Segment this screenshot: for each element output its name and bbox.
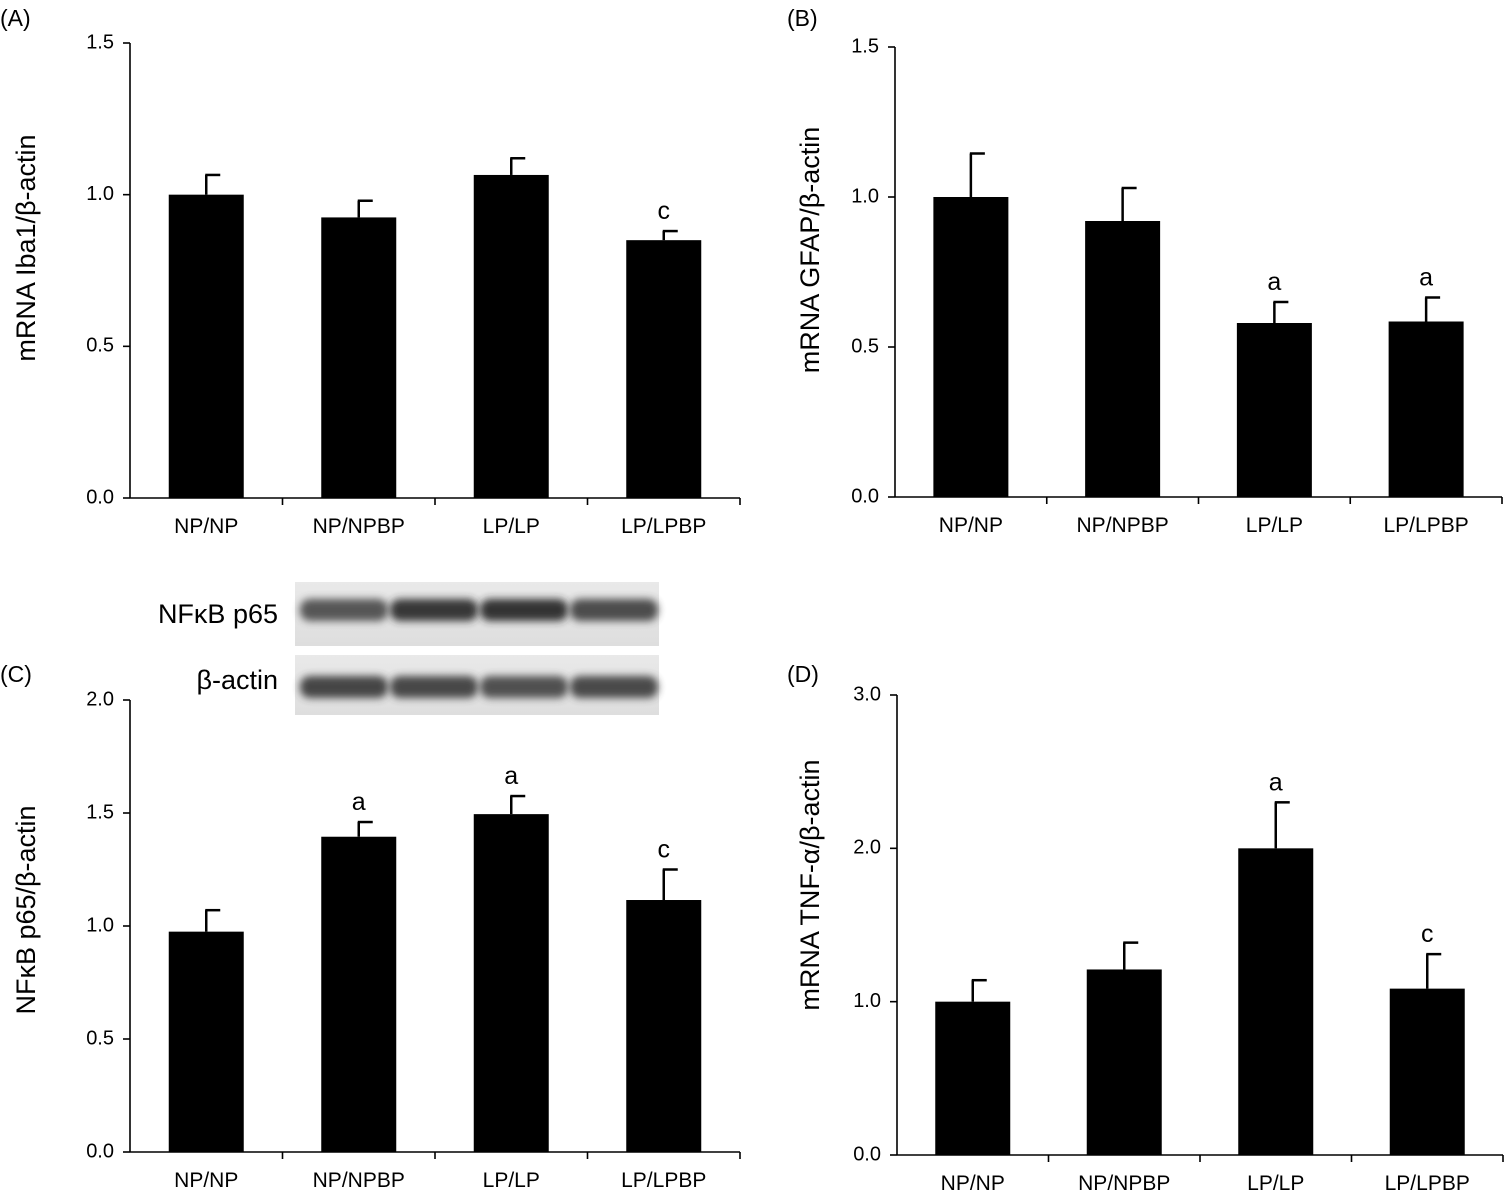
significance-label: c [1421, 920, 1434, 948]
y-tick-label: 1.5 [86, 31, 114, 53]
y-axis-label: mRNA TNF-α/β-actin [795, 759, 825, 1010]
y-tick-label: 0.0 [851, 485, 879, 507]
bar [321, 217, 397, 498]
bar [1086, 969, 1162, 1155]
chart-panel-3: (C) NFκB p65/β-actin 0.0 0.5 1.0 1.5 2.0 NP/NP N… [0, 582, 741, 1192]
y-tick-label: 0.0 [853, 1143, 881, 1165]
blot-row-label: NFκB p65 [158, 599, 278, 629]
y-axis-label: NFκB p65/β-actin [11, 805, 41, 1014]
y-axis-label: mRNA Iba1/β-actin [11, 134, 41, 361]
y-tick-label: 0.0 [86, 1140, 114, 1162]
significance-label: c [658, 197, 671, 225]
bar [473, 814, 549, 1152]
x-tick-label: LP/LPBP [621, 515, 706, 538]
bar [626, 240, 702, 498]
x-tick-label: LP/LPBP [1384, 514, 1469, 537]
bar [1389, 988, 1465, 1155]
western-blot-inset: NFκB p65 β-actin [158, 582, 659, 715]
blot-band [480, 676, 568, 698]
y-tick-label: 1.0 [851, 185, 879, 207]
y-tick-label: 2.0 [86, 688, 114, 710]
significance-label: a [1269, 768, 1283, 796]
bar [1388, 321, 1464, 497]
blot-band [390, 676, 478, 698]
y-tick-label: 1.0 [86, 914, 114, 936]
blot-band [480, 599, 568, 621]
blot-band [300, 676, 388, 698]
significance-label: a [352, 788, 366, 816]
blot-band [570, 676, 658, 698]
x-tick-label: LP/LP [1247, 1172, 1304, 1193]
bar [168, 931, 244, 1152]
blot-band [390, 599, 478, 621]
x-tick-label: LP/LP [483, 515, 540, 538]
y-axis-label: mRNA GFAP/β-actin [795, 127, 825, 374]
blot-row-label: β-actin [196, 665, 278, 695]
panel-label: (B) [787, 5, 818, 31]
bar [1236, 323, 1312, 497]
panel-label: (A) [0, 5, 31, 31]
bar [168, 194, 244, 498]
chart-panel-4: (D) mRNA TNF-α/β-actin 0.0 1.0 2.0 3.0 NP/NP NP… [787, 661, 1504, 1193]
chart-panel-1: (A) mRNA Iba1/β-actin 0.0 0.5 1.0 1.5 NP/NP NP/… [0, 5, 741, 538]
x-tick-label: NP/NP [174, 515, 238, 538]
significance-label: a [1267, 268, 1281, 296]
bar [473, 174, 549, 498]
significance-label: a [504, 762, 518, 790]
y-tick-label: 1.5 [851, 35, 879, 57]
x-tick-label: NP/NP [941, 1172, 1005, 1193]
x-tick-label: NP/NPBP [1077, 514, 1169, 537]
significance-label: a [1419, 264, 1433, 292]
x-tick-label: LP/LP [483, 1169, 540, 1192]
y-tick-label: 0.5 [851, 335, 879, 357]
bar [321, 836, 397, 1152]
x-tick-label: NP/NPBP [1078, 1172, 1170, 1193]
panel-label: (C) [0, 661, 32, 687]
bar [1085, 221, 1161, 497]
x-tick-label: NP/NP [939, 514, 1003, 537]
x-tick-label: LP/LP [1246, 514, 1303, 537]
y-tick-label: 0.0 [86, 486, 114, 508]
panel-label: (D) [787, 661, 819, 687]
bar [935, 1001, 1011, 1155]
y-tick-label: 1.5 [86, 801, 114, 823]
bar [626, 900, 702, 1152]
x-tick-label: NP/NPBP [313, 515, 405, 538]
significance-label: c [658, 836, 671, 864]
bar [933, 197, 1009, 497]
blot-band [570, 599, 658, 621]
bar [1238, 848, 1314, 1155]
x-tick-label: LP/LPBP [1385, 1172, 1470, 1193]
y-tick-label: 0.5 [86, 1027, 114, 1049]
blot-band [300, 599, 388, 621]
x-tick-label: NP/NP [174, 1169, 238, 1192]
chart-panel-2: (B) mRNA GFAP/β-actin 0.0 0.5 1.0 1.5 NP/NP NP/… [787, 5, 1503, 537]
y-tick-label: 1.0 [86, 183, 114, 205]
y-tick-label: 3.0 [853, 683, 881, 705]
x-tick-label: NP/NPBP [313, 1169, 405, 1192]
y-tick-label: 0.5 [86, 335, 114, 357]
y-tick-label: 2.0 [853, 837, 881, 859]
y-tick-label: 1.0 [853, 990, 881, 1012]
x-tick-label: LP/LPBP [621, 1169, 706, 1192]
